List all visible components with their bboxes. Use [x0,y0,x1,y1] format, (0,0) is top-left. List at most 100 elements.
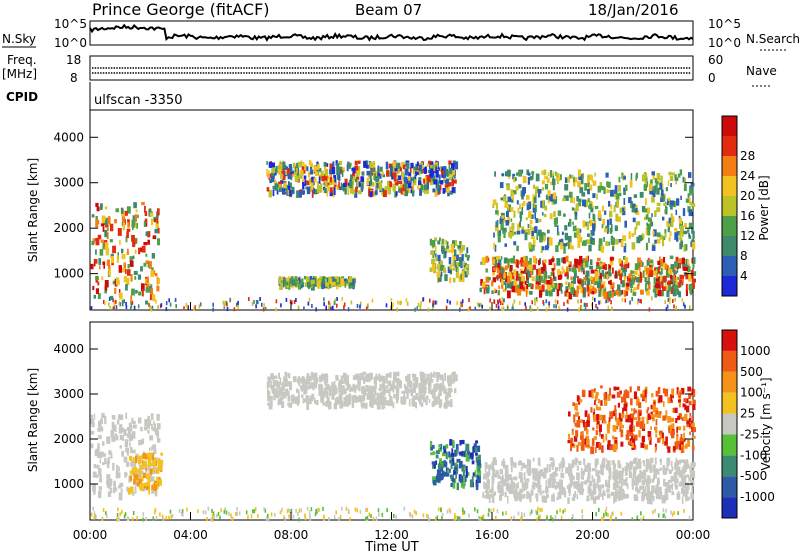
data-cell [692,435,696,439]
data-cell [670,475,674,482]
data-cell [419,382,423,388]
data-cell [399,166,402,172]
data-cell [461,303,463,308]
data-cell [537,229,542,236]
data-cell [555,173,560,178]
data-cell [366,394,369,399]
data-cell [503,479,507,486]
data-cell [330,306,332,311]
data-cell [466,254,470,258]
data-cell [680,447,684,453]
data-cell [685,464,687,473]
data-cell [273,171,275,179]
data-cell [302,379,306,385]
data-cell [157,437,161,443]
data-cell [606,493,611,499]
data-cell [334,175,337,183]
data-cell [281,396,284,401]
data-cell [628,464,633,470]
data-cell [631,297,633,301]
data-cell [133,270,138,275]
data-cell [379,383,382,391]
data-cell [468,298,470,302]
data-cell [267,395,272,402]
data-cell [653,277,656,285]
data-cell [596,193,598,200]
data-cell [592,213,595,220]
data-cell [633,444,637,450]
data-cell [302,398,305,404]
data-cell [629,281,632,286]
data-cell [306,375,310,382]
data-cell [647,407,650,411]
data-cell [354,507,357,512]
data-cell [336,167,340,176]
data-cell [587,255,589,262]
colorbar-swatch [722,455,737,477]
data-cell [435,256,438,262]
data-cell [646,478,648,487]
data-cell [646,223,651,230]
data-cell [665,410,668,418]
data-cell [625,462,628,468]
data-cell [633,391,637,400]
data-cell [90,419,94,425]
data-cell [384,389,389,394]
data-cell [424,179,427,188]
data-cell [95,237,100,246]
data-cell [255,300,258,304]
data-cell [444,247,448,253]
data-cell [570,476,575,480]
data-cell [611,460,615,466]
data-cell [603,273,606,279]
data-cell [670,200,674,205]
data-cell [393,174,397,182]
data-cell [651,478,655,483]
data-cell [271,162,275,169]
data-cell [563,245,566,254]
data-cell [541,180,545,185]
data-cell [366,170,371,176]
data-cell [111,261,114,266]
data-cell [294,396,299,405]
data-cell [670,264,674,270]
data-cell [630,288,633,293]
data-cell [542,200,544,208]
data-cell [607,189,611,193]
data-cell [306,373,310,378]
data-cell [609,411,614,419]
data-cell [683,230,688,235]
data-cell [435,181,438,188]
data-cell [569,242,572,249]
data-cell [101,412,105,419]
data-cell [592,239,595,245]
data-cell [501,307,503,312]
data-cell [668,427,670,434]
data-cell [543,169,547,176]
data-cell [691,469,694,477]
data-cell [346,398,349,405]
data-cell [407,183,412,189]
data-cell [512,481,515,486]
data-cell [308,160,312,165]
data-cell [638,474,642,480]
colorbar-swatch [722,413,737,435]
data-cell [608,268,611,276]
data-cell [311,189,314,198]
data-cell [680,275,684,279]
data-cell [132,225,134,231]
data-cell [608,470,612,477]
data-cell [371,298,374,303]
data-cell [541,508,543,513]
data-cell [584,438,588,445]
data-cell [263,303,265,308]
data-cell [129,455,132,461]
data-cell [102,462,105,466]
data-cell [199,302,202,307]
data-cell [98,468,102,475]
data-cell [534,191,537,197]
data-cell [283,182,287,189]
data-cell [597,398,600,404]
data-cell [690,481,693,485]
data-cell [323,390,327,395]
